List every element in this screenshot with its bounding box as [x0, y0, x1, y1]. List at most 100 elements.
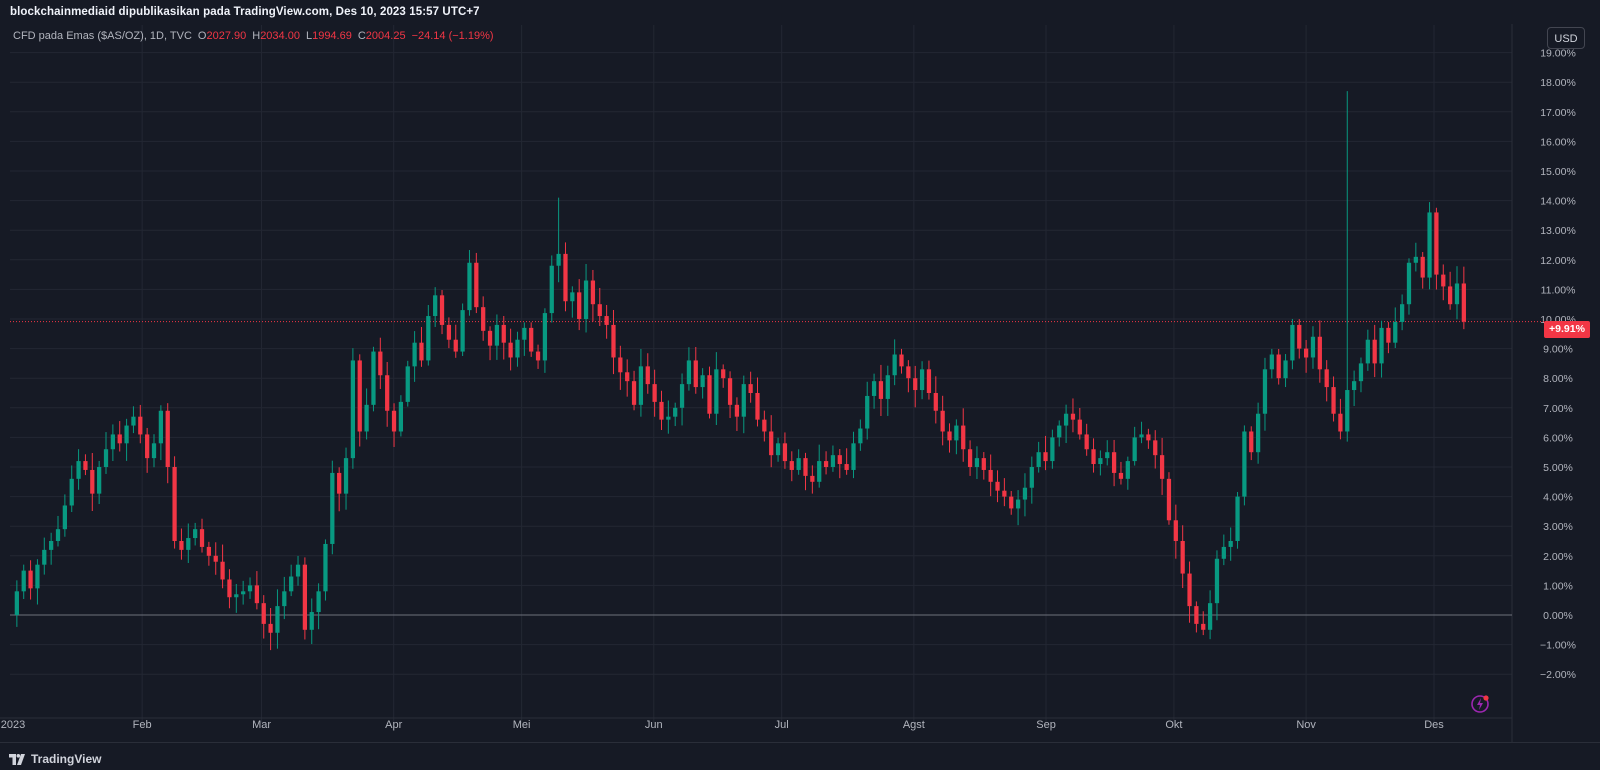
- candle-down: [501, 324, 506, 343]
- candle-up: [1207, 603, 1213, 630]
- candle-down: [748, 384, 753, 393]
- candle-up: [124, 425, 129, 444]
- candle-up: [494, 324, 500, 346]
- candle-down: [1297, 324, 1302, 349]
- candle-up: [858, 428, 863, 444]
- candle-up: [796, 458, 801, 470]
- x-axis-label: Jun: [645, 719, 663, 731]
- candle-up: [954, 425, 959, 441]
- candle-up: [1132, 437, 1137, 462]
- candle-up: [1454, 283, 1460, 305]
- candle-down: [1153, 440, 1158, 456]
- candle-down: [652, 384, 657, 402]
- candle-down: [1372, 339, 1377, 364]
- candle-up: [515, 339, 520, 358]
- y-axis-label: 19.00%: [1540, 48, 1576, 60]
- candle-down: [254, 585, 260, 604]
- candle-down: [1166, 478, 1172, 521]
- candle-down: [604, 316, 609, 325]
- candle-down: [474, 262, 479, 308]
- candle-down: [981, 458, 986, 470]
- y-axis-label: 13.00%: [1540, 225, 1576, 237]
- currency-button[interactable]: USD: [1547, 27, 1585, 49]
- candle-up: [1379, 327, 1384, 364]
- candle-down: [453, 339, 458, 352]
- candle-down: [823, 461, 829, 467]
- candle-down: [1448, 286, 1453, 305]
- candle-up: [460, 310, 465, 352]
- candle-down: [1324, 369, 1329, 388]
- candle-up: [885, 375, 890, 399]
- candle-down: [625, 372, 630, 382]
- candle-down: [597, 304, 602, 317]
- x-axis-label: Sep: [1036, 719, 1056, 731]
- candle-down: [1118, 472, 1124, 479]
- candle-down: [1420, 256, 1425, 278]
- published-by-text: blockchainmediaid dipublikasikan pada Tr…: [10, 6, 480, 18]
- candle-down: [28, 570, 33, 589]
- symbol-legend: CFD pada Emas ($AS/OZ), 1D, TVC O2027.90 H…: [13, 30, 494, 42]
- candle-up: [193, 529, 198, 539]
- candle-down: [1180, 541, 1185, 574]
- tradingview-logo[interactable]: TradingView: [9, 752, 101, 766]
- high-label: H: [252, 30, 261, 42]
- candle-down: [762, 419, 767, 432]
- x-axis-label: Nov: [1296, 719, 1316, 731]
- candle-down: [995, 481, 1000, 491]
- candle-up: [549, 265, 554, 314]
- candle-down: [1187, 573, 1192, 607]
- candle-up: [522, 327, 527, 340]
- candle-up: [1351, 381, 1357, 391]
- x-axis-label: Okt: [1165, 719, 1182, 731]
- candle-down: [1194, 606, 1199, 624]
- open-value: 2027.90: [206, 30, 247, 42]
- candle-down: [1002, 490, 1007, 497]
- candle-up: [556, 253, 561, 266]
- candle-down: [179, 541, 184, 550]
- y-axis-label: 18.00%: [1540, 77, 1576, 89]
- candle-up: [1269, 354, 1274, 370]
- candle-down: [302, 564, 308, 630]
- candle-down: [1091, 449, 1096, 465]
- candle-down: [172, 467, 177, 541]
- footer-bar: TradingView: [0, 742, 1600, 770]
- flash-icon[interactable]: [1470, 694, 1490, 714]
- candle-down: [563, 253, 568, 302]
- candle-down: [1276, 354, 1281, 379]
- candle-down: [90, 469, 95, 494]
- close-value: 2004.25: [365, 30, 406, 42]
- y-axis-label: 4.00%: [1543, 492, 1573, 504]
- candle-down: [590, 280, 596, 305]
- y-axis-label: −1.00%: [1540, 640, 1576, 652]
- tradingview-logo-icon: [9, 753, 25, 765]
- candle-up: [1029, 467, 1034, 488]
- candle-down: [1461, 283, 1466, 322]
- candle-up: [21, 570, 26, 592]
- candle-up: [110, 434, 115, 450]
- symbol-name: CFD pada Emas ($AS/OZ), 1D, TVC: [13, 30, 192, 42]
- candle-down: [481, 307, 486, 331]
- candle-down: [721, 369, 726, 379]
- x-axis-label: Feb: [133, 719, 152, 731]
- candle-down: [967, 449, 973, 467]
- candle-down: [611, 324, 616, 358]
- candle-down: [337, 472, 342, 494]
- candle-down: [1043, 452, 1048, 462]
- candle-down: [145, 434, 150, 459]
- x-axis-label: Apr: [385, 719, 402, 731]
- candle-down: [810, 475, 815, 482]
- candlestick-chart[interactable]: 19.00% 18.00% 17.00% 16.00% 15.00% 14.00% 13.0…: [0, 0, 1600, 742]
- candle-down: [535, 351, 541, 361]
- candle-up: [775, 443, 781, 456]
- candle-up: [151, 443, 157, 459]
- x-axis-label: Agst: [903, 719, 925, 731]
- y-axis-label: 7.00%: [1543, 403, 1573, 415]
- candle-down: [1249, 431, 1254, 453]
- candle-up: [583, 280, 589, 319]
- candle-down: [83, 461, 88, 470]
- candle-down: [268, 623, 273, 633]
- candle-up: [741, 384, 746, 417]
- x-axis-label: Mar: [252, 719, 271, 731]
- candle-up: [433, 295, 438, 317]
- candle-up: [1022, 487, 1028, 500]
